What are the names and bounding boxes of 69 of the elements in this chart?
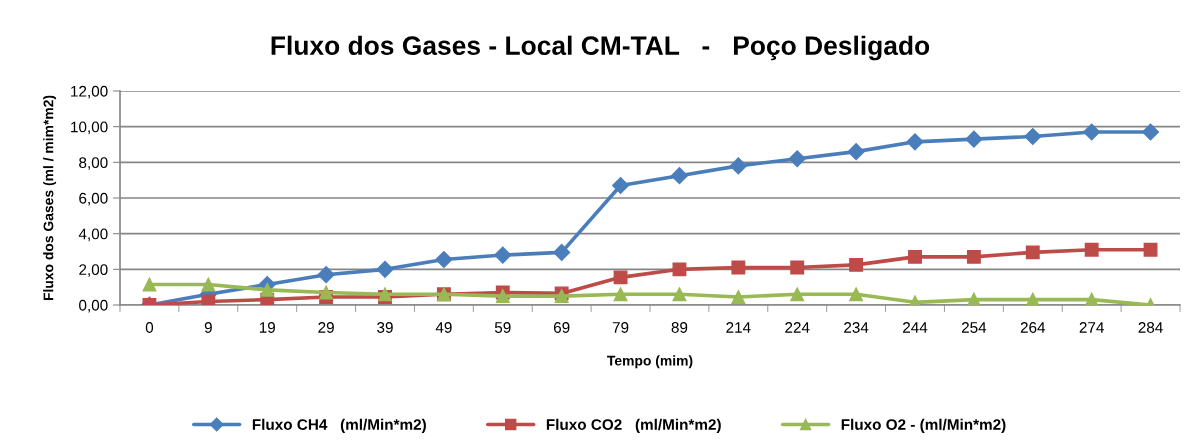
point [613, 287, 628, 302]
x-tick-label: 49 [435, 322, 452, 333]
point [1084, 242, 1099, 257]
point [495, 289, 510, 304]
legend-label: Fluxo CO2 (ml/Min*m2) [546, 418, 721, 433]
y-tick-label: 4,00 [78, 228, 108, 242]
point [966, 249, 981, 264]
x-tick-label: 224 [785, 322, 810, 333]
point [849, 287, 864, 302]
point [849, 257, 864, 272]
point [1024, 127, 1042, 146]
x-tick-label: 264 [1020, 322, 1046, 333]
x-tick-label: 0 [145, 322, 154, 333]
point [908, 249, 922, 264]
point [201, 294, 216, 305]
x-tick-label: 79 [612, 322, 629, 333]
point [319, 285, 334, 300]
point [847, 143, 865, 161]
point [613, 270, 628, 285]
point [435, 250, 453, 269]
chart-title: Fluxo dos Gases - Local CM-TAL - Poço Desligado [271, 35, 930, 61]
y-tick-label: 12,00 [71, 85, 108, 99]
x-tick-label: 19 [259, 322, 275, 333]
point [376, 260, 394, 278]
point [906, 133, 924, 151]
y-tick-label: 0,00 [79, 299, 108, 313]
point [201, 277, 216, 292]
point [729, 157, 747, 175]
x-tick-label: 274 [1079, 322, 1104, 333]
point [731, 260, 746, 275]
point [672, 287, 687, 302]
x-tick-label: 59 [494, 322, 511, 333]
point [670, 167, 688, 185]
legend-label: Fluxo O2 - (ml/Min*m2) [841, 418, 1006, 433]
point [790, 260, 805, 275]
point [1142, 123, 1160, 141]
point [494, 246, 512, 264]
x-tick-label: 9 [204, 322, 212, 333]
y-tick-label: 2,00 [79, 264, 108, 277]
point [1143, 242, 1158, 257]
y-tick-label: 10,00 [71, 121, 108, 135]
point [1025, 245, 1040, 260]
point [790, 287, 805, 302]
y-tick-label: 8,00 [79, 157, 108, 170]
point [317, 266, 335, 284]
x-tick-label: 284 [1138, 322, 1163, 333]
x-tick-label: 39 [377, 322, 393, 333]
point [788, 150, 806, 168]
x-tick-label: 254 [961, 322, 987, 333]
x-tick-label: 244 [903, 322, 928, 333]
point [260, 282, 275, 297]
point [612, 176, 630, 195]
x-tick-label: 214 [726, 322, 751, 333]
x-tick-label: 234 [844, 322, 869, 333]
y-tick-label: 6,00 [79, 192, 108, 206]
point [553, 243, 571, 261]
point [1084, 292, 1099, 305]
y-axis-title: Fluxo dos Gases (ml / mim*m2) [43, 95, 57, 301]
legend-label: Fluxo CH4 (ml/Min*m2) [252, 418, 426, 433]
x-tick-label: 69 [553, 322, 570, 333]
x-axis-title: Tempo (mim) [607, 355, 693, 369]
point [142, 277, 157, 292]
x-tick-label: 29 [318, 322, 334, 333]
point [1083, 123, 1101, 141]
point [965, 130, 983, 148]
point [1025, 292, 1040, 305]
point [731, 290, 746, 304]
x-tick-label: 89 [671, 322, 688, 333]
point [672, 262, 687, 277]
